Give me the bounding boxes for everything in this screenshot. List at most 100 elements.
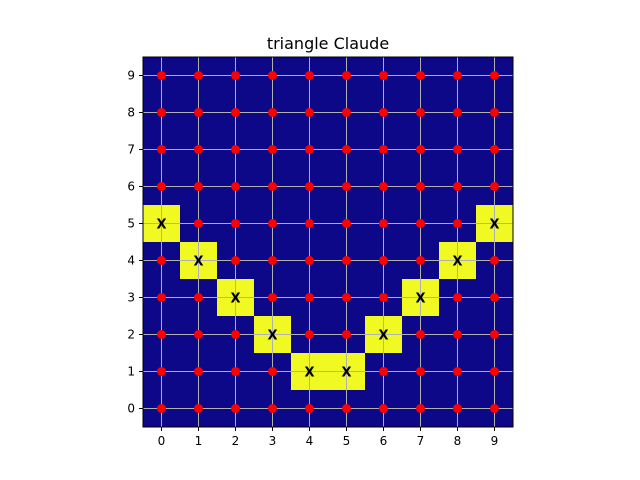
x-tick-label: 8	[454, 434, 462, 448]
grid-point	[416, 330, 425, 339]
y-tick-label: 8	[127, 106, 135, 120]
grid-point	[342, 293, 351, 302]
x-tick-label: 3	[269, 434, 277, 448]
grid-point	[231, 108, 240, 117]
grid-point	[305, 404, 314, 413]
x-tick-label: 1	[195, 434, 203, 448]
grid-point	[157, 293, 166, 302]
grid-point	[416, 71, 425, 80]
grid-point	[342, 404, 351, 413]
grid-point	[157, 367, 166, 376]
grid-point	[379, 71, 388, 80]
highlight-marker: X	[156, 218, 166, 233]
highlight-marker: X	[378, 329, 388, 344]
x-tick-label: 4	[306, 434, 314, 448]
grid-point	[416, 219, 425, 228]
grid-point	[342, 145, 351, 154]
grid-point	[268, 182, 277, 191]
grid-point	[157, 71, 166, 80]
grid-point	[490, 404, 499, 413]
grid-point	[194, 108, 203, 117]
grid-point	[157, 330, 166, 339]
plot-area: X X X X X X X X X X 0 1 2 3 4 5 6 7 8 9 0 1 2 3 4 5 6 7 8 9	[127, 56, 514, 448]
y-tick-label: 2	[127, 328, 135, 342]
grid-point	[231, 404, 240, 413]
grid-point	[416, 182, 425, 191]
grid-point	[416, 256, 425, 265]
grid-point	[194, 404, 203, 413]
grid-point	[453, 182, 462, 191]
grid-point	[268, 71, 277, 80]
grid-point	[490, 145, 499, 154]
grid-point	[416, 145, 425, 154]
y-tick-label: 6	[127, 180, 135, 194]
grid-point	[342, 330, 351, 339]
grid-point	[305, 330, 314, 339]
grid-point	[268, 404, 277, 413]
grid-point	[453, 108, 462, 117]
grid-point	[453, 293, 462, 302]
grid-point	[379, 256, 388, 265]
grid-point	[453, 404, 462, 413]
grid-point	[379, 367, 388, 376]
grid-point	[231, 71, 240, 80]
grid-point	[490, 71, 499, 80]
grid-point	[379, 182, 388, 191]
x-tick-label: 2	[232, 434, 240, 448]
x-tick-label: 5	[343, 434, 351, 448]
grid-point	[268, 256, 277, 265]
highlight-marker: X	[341, 366, 351, 381]
grid-point	[194, 219, 203, 228]
grid-point	[342, 71, 351, 80]
grid-point	[342, 108, 351, 117]
grid-point	[416, 367, 425, 376]
grid-point	[231, 256, 240, 265]
grid-point	[231, 330, 240, 339]
highlight-marker: X	[230, 292, 240, 307]
highlight-marker: X	[193, 255, 203, 270]
grid-point	[194, 293, 203, 302]
y-tick-label: 4	[127, 254, 135, 268]
grid-point	[490, 108, 499, 117]
grid-point	[305, 71, 314, 80]
grid-point	[305, 145, 314, 154]
grid-point	[416, 404, 425, 413]
grid-point	[194, 145, 203, 154]
grid-point	[453, 71, 462, 80]
grid-point	[453, 330, 462, 339]
grid-point	[490, 256, 499, 265]
highlight-marker: X	[489, 218, 499, 233]
axes-frame	[142, 56, 514, 428]
grid-point	[379, 108, 388, 117]
grid-point	[194, 367, 203, 376]
highlight-marker: X	[452, 255, 462, 270]
grid-point	[268, 145, 277, 154]
grid-point	[342, 256, 351, 265]
grid-point	[231, 182, 240, 191]
y-tick-label: 0	[127, 402, 135, 416]
x-tick-label: 7	[417, 434, 425, 448]
grid-point	[453, 367, 462, 376]
x-tick-label: 9	[491, 434, 499, 448]
grid-point	[194, 182, 203, 191]
grid-point	[194, 330, 203, 339]
grid-point	[231, 145, 240, 154]
chart-title: triangle Claude	[267, 34, 389, 53]
grid-point	[305, 293, 314, 302]
grid-point	[416, 108, 425, 117]
grid-point	[305, 108, 314, 117]
highlight-marker: X	[415, 292, 425, 307]
grid-point	[231, 367, 240, 376]
grid-point	[490, 330, 499, 339]
grid-point	[268, 367, 277, 376]
grid-point	[453, 219, 462, 228]
grid-point	[490, 293, 499, 302]
y-tick-label: 9	[127, 69, 135, 83]
grid-point	[305, 219, 314, 228]
grid-point	[305, 182, 314, 191]
x-tick-label: 0	[158, 434, 166, 448]
grid-point	[379, 145, 388, 154]
y-tick-label: 1	[127, 365, 135, 379]
grid-point	[157, 182, 166, 191]
grid-point	[490, 367, 499, 376]
